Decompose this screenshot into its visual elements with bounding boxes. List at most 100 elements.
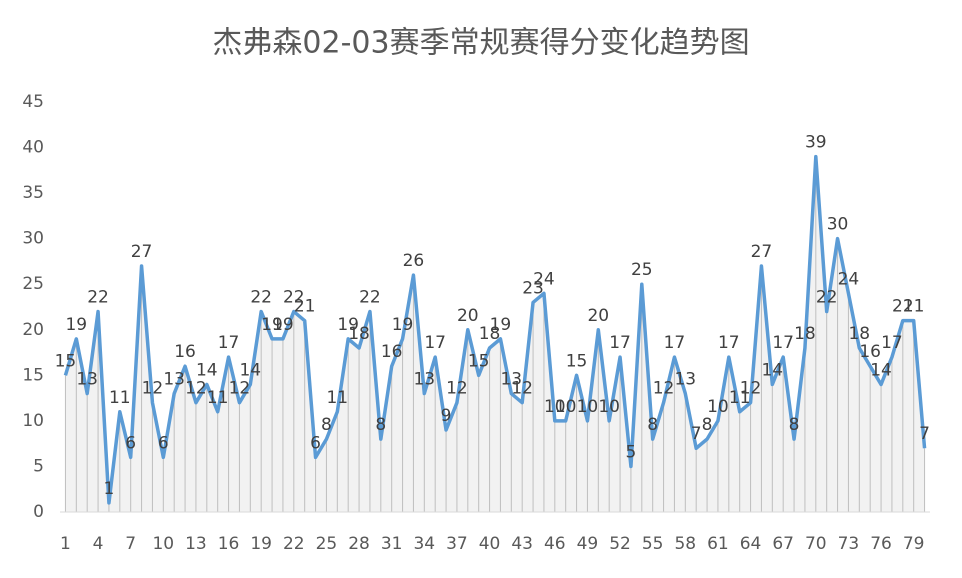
data-label: 22 <box>816 288 838 308</box>
x-tick-label: 16 <box>218 534 240 554</box>
data-label: 16 <box>381 342 403 362</box>
data-label: 13 <box>163 370 185 390</box>
x-tick-label: 67 <box>772 534 794 554</box>
data-label: 10 <box>577 397 599 417</box>
x-tick-label: 4 <box>93 534 104 554</box>
data-label: 24 <box>838 269 860 289</box>
x-tick-label: 19 <box>250 534 272 554</box>
data-label: 16 <box>174 342 196 362</box>
x-tick-label: 34 <box>413 534 435 554</box>
data-label: 7 <box>691 424 702 444</box>
data-label: 10 <box>598 397 620 417</box>
data-label: 5 <box>626 442 637 462</box>
area <box>65 156 925 512</box>
data-label: 27 <box>131 242 153 262</box>
data-label: 15 <box>468 351 490 371</box>
data-label: 18 <box>794 324 816 344</box>
x-tick-label: 73 <box>838 534 860 554</box>
y-tick-label: 30 <box>22 229 44 249</box>
data-label: 11 <box>207 388 229 408</box>
y-tick-label: 20 <box>22 320 44 340</box>
data-label: 19 <box>261 315 283 335</box>
data-label: 19 <box>337 315 359 335</box>
data-label: 21 <box>294 297 316 317</box>
data-label: 15 <box>55 351 77 371</box>
y-tick-label: 45 <box>22 92 44 112</box>
data-label: 25 <box>631 260 653 280</box>
data-label: 27 <box>751 242 773 262</box>
data-label: 12 <box>229 379 251 399</box>
data-label: 6 <box>310 433 321 453</box>
data-label: 8 <box>647 415 658 435</box>
x-tick-label: 79 <box>903 534 925 554</box>
data-label: 18 <box>848 324 870 344</box>
data-label: 23 <box>522 278 544 298</box>
data-label: 21 <box>903 297 925 317</box>
data-label: 19 <box>490 315 512 335</box>
data-label: 6 <box>158 433 169 453</box>
y-tick-label: 15 <box>22 365 44 385</box>
data-label: 12 <box>511 379 533 399</box>
data-label: 12 <box>185 379 207 399</box>
data-label: 19 <box>65 315 87 335</box>
data-label: 13 <box>500 370 522 390</box>
data-label: 21 <box>892 297 914 317</box>
data-label: 17 <box>609 333 631 353</box>
x-tick-label: 7 <box>125 534 136 554</box>
data-label: 17 <box>664 333 686 353</box>
data-label: 22 <box>250 288 272 308</box>
y-tick-label: 35 <box>22 183 44 203</box>
x-tick-label: 43 <box>511 534 533 554</box>
data-label: 22 <box>283 288 305 308</box>
x-tick-label: 58 <box>674 534 696 554</box>
data-label: 19 <box>272 315 294 335</box>
data-label: 39 <box>805 133 827 153</box>
data-label: 18 <box>479 324 501 344</box>
data-label: 12 <box>142 379 164 399</box>
data-label: 10 <box>544 397 566 417</box>
data-label: 17 <box>718 333 740 353</box>
data-label: 22 <box>359 288 381 308</box>
data-label: 14 <box>196 360 218 380</box>
data-label: 13 <box>76 370 98 390</box>
data-label: 12 <box>653 379 675 399</box>
data-label: 30 <box>827 215 849 235</box>
chart-title: 杰弗森02-03赛季常规赛得分变化趋势图 <box>212 26 749 61</box>
data-label: 12 <box>740 379 762 399</box>
x-tick-label: 40 <box>479 534 501 554</box>
data-label: 26 <box>403 251 425 271</box>
data-label: 13 <box>413 370 435 390</box>
x-tick-label: 25 <box>316 534 338 554</box>
data-label: 8 <box>321 415 332 435</box>
x-tick-label: 76 <box>870 534 892 554</box>
data-label: 8 <box>375 415 386 435</box>
data-label: 8 <box>702 415 713 435</box>
x-tick-label: 1 <box>60 534 71 554</box>
y-tick-label: 10 <box>22 411 44 431</box>
data-label: 14 <box>761 360 783 380</box>
y-tick-label: 25 <box>22 274 44 294</box>
data-label: 6 <box>125 433 136 453</box>
data-label: 20 <box>587 306 609 326</box>
y-tick-label: 5 <box>33 456 44 476</box>
series-line <box>63 154 927 505</box>
x-tick-label: 22 <box>283 534 305 554</box>
data-label: 11 <box>109 388 131 408</box>
x-tick-label: 13 <box>185 534 207 554</box>
data-label: 10 <box>555 397 577 417</box>
data-label: 17 <box>218 333 240 353</box>
data-label: 18 <box>348 324 370 344</box>
x-tick-label: 28 <box>348 534 370 554</box>
data-label: 16 <box>859 342 881 362</box>
x-tick-label: 10 <box>152 534 174 554</box>
x-tick-label: 61 <box>707 534 729 554</box>
data-label: 11 <box>326 388 348 408</box>
data-label: 13 <box>674 370 696 390</box>
data-label: 1 <box>104 479 115 499</box>
x-tick-label: 31 <box>381 534 403 554</box>
x-tick-label: 49 <box>577 534 599 554</box>
y-tick-label: 0 <box>33 502 44 522</box>
data-label: 9 <box>441 406 452 426</box>
data-label: 14 <box>870 360 892 380</box>
